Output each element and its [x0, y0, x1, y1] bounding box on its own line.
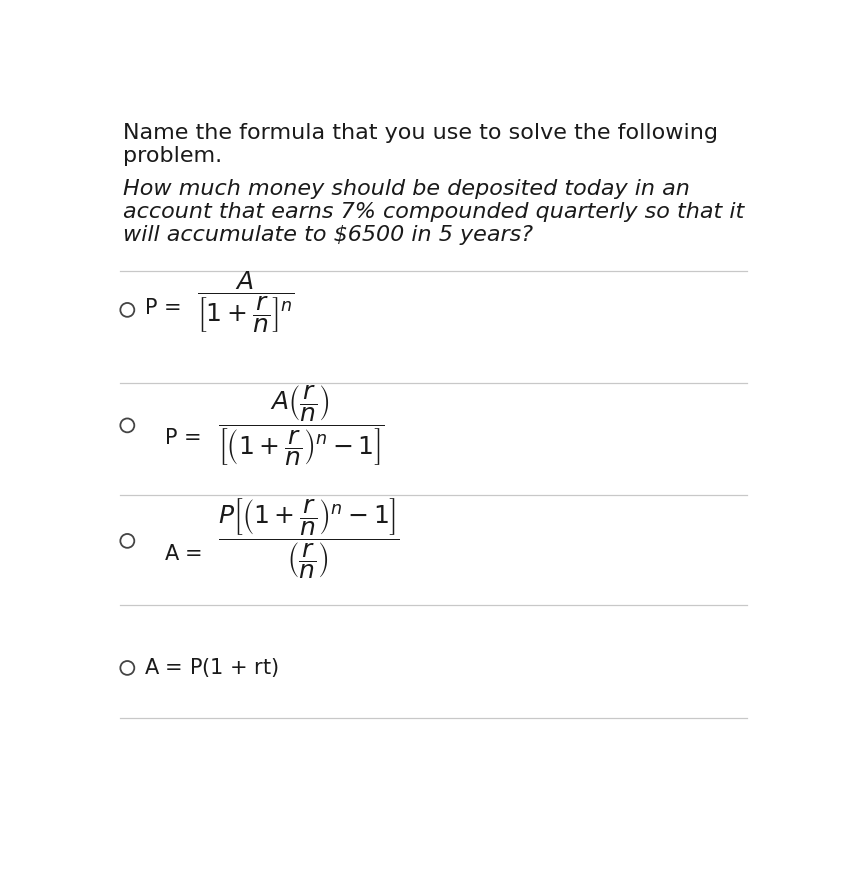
- Text: will accumulate to $6500 in 5 years?: will accumulate to $6500 in 5 years?: [122, 225, 532, 245]
- Text: $\dfrac{A}{\left[1+\dfrac{r}{n}\right]^{n}}$: $\dfrac{A}{\left[1+\dfrac{r}{n}\right]^{…: [197, 269, 295, 335]
- Text: $\dfrac{A\left(\dfrac{r}{n}\right)}{\left[\left(1+\dfrac{r}{n}\right)^{n}-1\righ: $\dfrac{A\left(\dfrac{r}{n}\right)}{\lef…: [218, 383, 384, 467]
- Text: $\mathregular{A}$ = $\mathregular{P}$(1 + rt): $\mathregular{A}$ = $\mathregular{P}$(1 …: [144, 656, 279, 679]
- Text: How much money should be deposited today in an: How much money should be deposited today…: [122, 179, 689, 199]
- Text: problem.: problem.: [122, 146, 221, 166]
- Text: account that earns 7% compounded quarterly so that it: account that earns 7% compounded quarter…: [122, 202, 743, 222]
- Text: $\mathregular{P}$ =: $\mathregular{P}$ =: [164, 429, 200, 448]
- Text: $\mathregular{P}$ =: $\mathregular{P}$ =: [144, 297, 181, 318]
- Text: $\dfrac{P\left[\left(1+\dfrac{r}{n}\right)^{n}-1\right]}{\left(\dfrac{r}{n}\righ: $\dfrac{P\left[\left(1+\dfrac{r}{n}\righ…: [218, 497, 399, 581]
- Text: $\mathregular{A}$ =: $\mathregular{A}$ =: [164, 544, 202, 564]
- Text: Name the formula that you use to solve the following: Name the formula that you use to solve t…: [122, 123, 717, 143]
